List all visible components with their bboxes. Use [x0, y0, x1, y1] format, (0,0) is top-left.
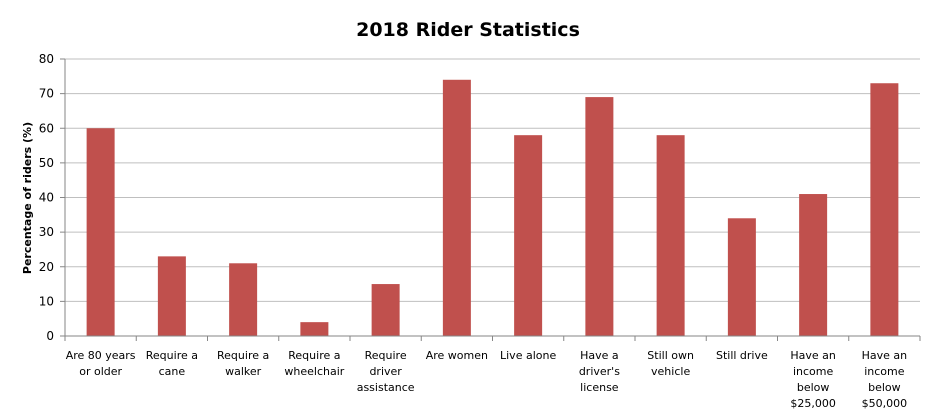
category-label-line: Require a: [217, 349, 269, 362]
category-label-line: Are women: [426, 349, 488, 362]
bar: [585, 97, 614, 337]
category-label-line: walker: [225, 365, 262, 378]
category-label-line: $25,000: [790, 397, 836, 410]
bar: [870, 83, 899, 336]
bar: [799, 194, 828, 336]
category-label: Live alone: [500, 349, 556, 362]
category-label-line: Still drive: [716, 349, 768, 362]
bar: [300, 322, 329, 336]
category-label-line: cane: [159, 365, 186, 378]
bar: [514, 135, 543, 336]
category-label: Are 80 years or older: [66, 349, 136, 378]
bar: [229, 263, 258, 336]
category-label-line: Live alone: [500, 349, 556, 362]
y-tick-label: 10: [39, 294, 54, 308]
category-label: Have an income below $50,000: [862, 349, 908, 410]
category-label: Require a wheelchair: [284, 349, 344, 378]
bar: [86, 128, 115, 336]
category-label-line: Are 80 years: [66, 349, 136, 362]
category-label: Still own vehicle: [647, 349, 694, 378]
y-tick-label: 70: [39, 87, 54, 101]
category-label: Require driver assistance: [357, 349, 415, 394]
y-tick-label: 60: [39, 121, 54, 135]
bar: [371, 284, 400, 336]
bar: [727, 218, 756, 336]
category-label: Have a driver's license: [579, 349, 620, 394]
y-tick-label: 50: [39, 156, 54, 170]
y-tick-label: 0: [46, 329, 54, 343]
category-label-line: Require: [365, 349, 407, 362]
category-label-line: $50,000: [862, 397, 908, 410]
category-label: Still drive: [716, 349, 768, 362]
category-label-line: driver's: [579, 365, 620, 378]
y-tick-label: 30: [39, 225, 54, 239]
category-label-line: wheelchair: [284, 365, 344, 378]
bar: [157, 256, 186, 336]
category-label-line: below: [797, 381, 830, 394]
category-label-line: vehicle: [651, 365, 690, 378]
category-label-line: income: [793, 365, 834, 378]
y-tick-label: 80: [39, 52, 54, 66]
category-label-line: Have an: [790, 349, 836, 362]
category-label-line: Require a: [146, 349, 198, 362]
category-label-line: Have a: [580, 349, 619, 362]
bars: [86, 79, 899, 337]
category-label-line: below: [868, 381, 901, 394]
axes: [60, 58, 921, 341]
category-label-line: or older: [79, 365, 122, 378]
category-label-line: Have an: [862, 349, 908, 362]
chart-title: 2018 Rider Statistics: [356, 19, 580, 41]
bar: [442, 79, 471, 337]
category-label-line: income: [864, 365, 905, 378]
category-label: Are women: [426, 349, 488, 362]
category-label-line: Still own: [647, 349, 694, 362]
category-label-line: Require a: [288, 349, 340, 362]
category-label: Require a walker: [217, 349, 269, 378]
y-axis-label: Percentage of riders (%): [21, 122, 34, 274]
category-label-line: license: [580, 381, 619, 394]
y-tick-labels: 0 10 20 30 40 50 60 70 80: [39, 52, 54, 343]
gridlines: [65, 58, 920, 302]
y-tick-label: 40: [39, 191, 54, 205]
category-label: Require a cane: [146, 349, 198, 378]
category-label-line: assistance: [357, 381, 415, 394]
bar: [656, 135, 685, 336]
category-label: Have an income below $25,000: [790, 349, 836, 410]
y-tick-label: 20: [39, 260, 54, 274]
category-label-line: driver: [369, 365, 402, 378]
